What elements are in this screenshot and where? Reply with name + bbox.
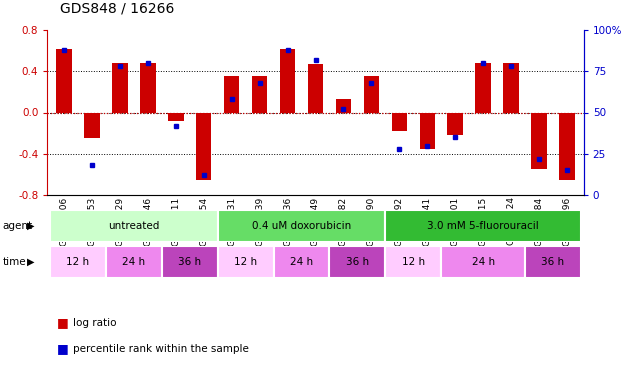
Bar xyxy=(274,246,329,278)
Bar xyxy=(420,112,435,148)
Text: 24 h: 24 h xyxy=(122,256,146,267)
Text: agent: agent xyxy=(3,221,33,231)
Text: 3.0 mM 5-fluorouracil: 3.0 mM 5-fluorouracil xyxy=(427,221,539,231)
Text: 36 h: 36 h xyxy=(346,256,369,267)
Text: 12 h: 12 h xyxy=(66,256,90,267)
Text: ▶: ▶ xyxy=(27,221,34,231)
Bar xyxy=(363,76,379,112)
Bar xyxy=(504,63,519,112)
Bar xyxy=(112,63,127,112)
Bar xyxy=(329,246,386,278)
Bar xyxy=(56,49,72,112)
Text: GDS848 / 16266: GDS848 / 16266 xyxy=(60,1,174,15)
Bar xyxy=(336,99,351,112)
Bar xyxy=(392,112,407,131)
Bar xyxy=(525,246,581,278)
Bar xyxy=(218,210,386,242)
Text: 36 h: 36 h xyxy=(178,256,201,267)
Text: log ratio: log ratio xyxy=(73,318,116,327)
Text: 12 h: 12 h xyxy=(402,256,425,267)
Text: ■: ■ xyxy=(57,342,69,355)
Text: percentile rank within the sample: percentile rank within the sample xyxy=(73,344,249,354)
Bar xyxy=(280,49,295,112)
Bar xyxy=(386,210,581,242)
Text: 0.4 uM doxorubicin: 0.4 uM doxorubicin xyxy=(252,221,351,231)
Bar xyxy=(106,246,162,278)
Bar xyxy=(308,64,323,112)
Bar xyxy=(531,112,546,169)
Text: untreated: untreated xyxy=(109,221,160,231)
Text: ■: ■ xyxy=(57,316,69,329)
Text: ▶: ▶ xyxy=(27,256,34,267)
Bar xyxy=(441,246,525,278)
Bar xyxy=(224,76,239,112)
Text: 24 h: 24 h xyxy=(290,256,313,267)
Bar xyxy=(218,246,274,278)
Bar xyxy=(85,112,100,138)
Bar xyxy=(386,246,441,278)
Bar xyxy=(168,112,184,121)
Text: 24 h: 24 h xyxy=(471,256,495,267)
Bar xyxy=(162,246,218,278)
Bar xyxy=(196,112,211,180)
Bar xyxy=(252,76,268,112)
Bar xyxy=(559,112,575,180)
Bar xyxy=(475,63,491,112)
Bar xyxy=(447,112,463,135)
Bar xyxy=(140,63,156,112)
Text: 36 h: 36 h xyxy=(541,256,565,267)
Text: 12 h: 12 h xyxy=(234,256,257,267)
Text: time: time xyxy=(3,256,26,267)
Bar xyxy=(50,210,218,242)
Bar xyxy=(50,246,106,278)
